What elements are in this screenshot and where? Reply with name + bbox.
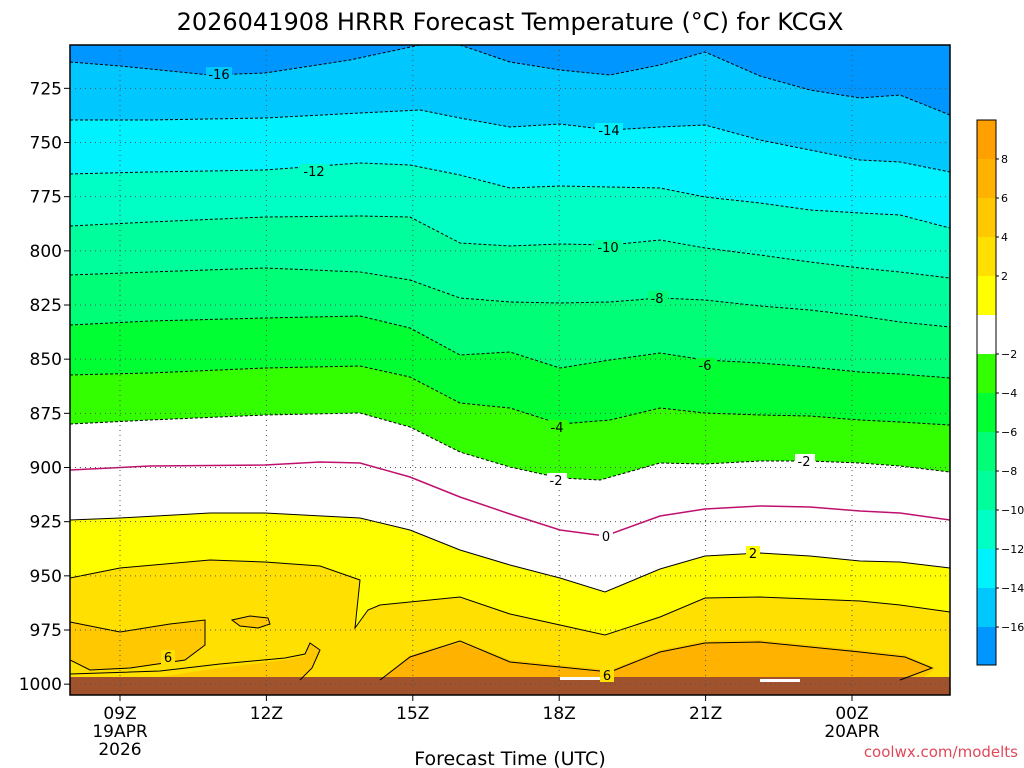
y-tick-label: 975 [30, 621, 62, 641]
colorbar-label: −10 [1001, 504, 1024, 517]
colorbar-segment [977, 471, 996, 510]
colorbar-label: 6 [1001, 192, 1008, 205]
contour-4 [70, 559, 950, 636]
label-6-b: 6 [603, 669, 611, 684]
label-minus4: -4 [551, 421, 564, 436]
y-tick-label: 900 [30, 459, 62, 479]
colorbar-segment [977, 627, 996, 665]
contour-2 [70, 512, 950, 593]
y-tick-label: 825 [30, 296, 62, 316]
colorbar-label: 2 [1001, 270, 1008, 283]
contour-6-left [70, 619, 206, 671]
y-tick-label: 850 [30, 350, 62, 370]
colorbar-segment [977, 276, 996, 315]
colorbar-segment [977, 159, 996, 198]
x-tick-label: 15Z [396, 704, 429, 724]
contour-6-small [230, 615, 271, 629]
y-tick-label: 775 [30, 188, 62, 208]
band-6-to-8-small [232, 616, 270, 628]
ground-gap-2 [760, 679, 800, 682]
x-tick-label: 21Z [689, 704, 722, 724]
x-axis-label: Forecast Time (UTC) [414, 748, 605, 768]
label-minus8: -8 [651, 292, 664, 307]
x-tick-sublabel: 20APR [824, 722, 880, 742]
contour-minus2 [70, 412, 950, 481]
contour-6-lower [70, 642, 321, 681]
colorbar-label: 4 [1001, 231, 1008, 244]
ground-gap [560, 677, 600, 680]
contour-minus4 [70, 365, 950, 426]
colorbar-label: −8 [1001, 465, 1017, 478]
colorbar-segment [977, 549, 996, 588]
contour-labels: -16 -14 -12 -10 -8 -6 -4 -2 -2 0 2 6 6 [161, 67, 815, 684]
colorbar-segment [977, 354, 996, 393]
y-tick-label: 1000 [19, 675, 62, 695]
contour-minus8 [70, 267, 950, 328]
plot-border [69, 44, 951, 696]
colorbar-segment [977, 237, 996, 276]
label-6-a: 6 [164, 651, 172, 666]
colorbar-label: −6 [1001, 426, 1017, 439]
label-zero: 0 [602, 530, 610, 545]
y-tick-label: 750 [30, 134, 62, 154]
colorbar-label: −12 [1001, 543, 1024, 556]
label-2: 2 [749, 547, 757, 562]
label-minus10: -10 [597, 241, 618, 256]
plot-area [70, 45, 950, 695]
label-minus16: -16 [208, 68, 229, 83]
colorbar-segment [977, 198, 996, 237]
label-minus2-a: -2 [550, 474, 563, 489]
colorbar-segment [977, 315, 996, 354]
colorbar-segment [977, 588, 996, 627]
colorbar-segment [977, 393, 996, 432]
y-tick-label: 950 [30, 567, 62, 587]
x-tick-label: 09Z [103, 704, 136, 724]
colorbar-label: −16 [1001, 621, 1024, 634]
contour-6-right [379, 640, 934, 681]
contour-minus10 [70, 215, 950, 279]
credit-text: coolwx.com/modelts [864, 743, 1018, 761]
y-tick-label: 725 [30, 79, 62, 99]
band-8-plus [380, 642, 930, 680]
x-tick-label: 00Z [835, 704, 868, 724]
colorbar-label: 8 [1001, 153, 1008, 166]
colorbar-segment [977, 120, 996, 159]
label-minus2-b: -2 [798, 455, 811, 470]
colorbar-label: −14 [1001, 582, 1024, 595]
colorbar-label: −2 [1001, 348, 1017, 361]
colorbar: 8 6 4 2 −2 −4 −6 −8 −10 −12 −14 −16 [976, 119, 1024, 666]
ground-bar [70, 677, 950, 695]
y-tick-label: 875 [30, 404, 62, 424]
contour-minus14 [70, 109, 950, 173]
x-tick-sublabel: 2026 [98, 740, 141, 760]
y-axis: 725 750 775 800 825 850 875 900 925 950 975 1000 [19, 79, 70, 695]
y-tick-label: 925 [30, 513, 62, 533]
chart-title: 2026041908 HRRR Forecast Temperature (°C… [177, 8, 844, 36]
colorbar-segment [977, 510, 996, 549]
x-tick-label: 18Z [543, 704, 576, 724]
colorbar-segment [977, 432, 996, 471]
colorbar-label: −4 [1001, 387, 1017, 400]
label-minus14: -14 [598, 124, 619, 139]
label-minus12: -12 [303, 165, 324, 180]
label-minus6: -6 [699, 359, 712, 374]
band-6-to-8-lower [70, 643, 320, 680]
x-tick-sublabel: 19APR [92, 722, 148, 742]
contour-minus6 [70, 315, 950, 379]
x-tick-label: 12Z [250, 704, 283, 724]
positive-contours [70, 512, 950, 681]
contour-zero [70, 461, 950, 537]
y-tick-label: 800 [30, 242, 62, 262]
